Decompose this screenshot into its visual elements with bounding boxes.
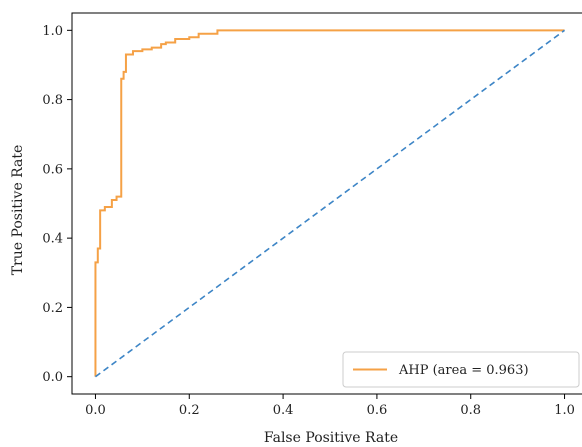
legend: AHP (area = 0.963) xyxy=(342,351,580,388)
y-tick-label: 0.6 xyxy=(42,162,63,177)
legend-box xyxy=(342,351,580,388)
plot-frame xyxy=(71,12,582,395)
x-tick-label: 0.2 xyxy=(179,403,200,418)
y-axis-label: True Positive Rate xyxy=(10,145,26,276)
y-tick-label: 0.4 xyxy=(42,232,63,247)
x-tick-label: 0.6 xyxy=(367,403,388,418)
x-tick-label: 0.4 xyxy=(273,403,294,418)
y-tick-label: 1.0 xyxy=(42,24,63,39)
legend-label: AHP (area = 0.963) xyxy=(398,363,529,378)
x-tick-label: 0.0 xyxy=(85,403,106,418)
plot-area xyxy=(71,12,582,395)
x-axis-ticks: 0.0 0.2 0.4 0.6 0.8 1.0 xyxy=(85,394,575,418)
x-axis-label: False Positive Rate xyxy=(264,430,398,446)
roc-curve-line xyxy=(94,29,565,377)
x-tick-label: 1.0 xyxy=(554,403,575,418)
chance-line xyxy=(94,29,566,378)
y-tick-label: 0.8 xyxy=(42,93,63,108)
y-tick-label: 0.2 xyxy=(42,301,63,316)
y-tick-label: 0.0 xyxy=(42,370,63,385)
x-tick-label: 0.8 xyxy=(460,403,481,418)
y-axis-ticks: 0.0 0.2 0.4 0.6 0.8 1.0 xyxy=(42,24,72,385)
